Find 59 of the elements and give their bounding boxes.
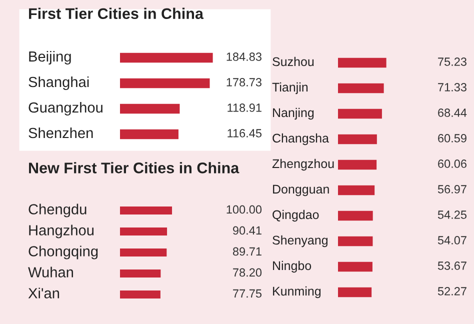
data-label: 71.33 (438, 83, 466, 92)
y-tick-label: Tianjin (272, 82, 308, 94)
y-tick-label: Suzhou (272, 56, 314, 66)
data-label: 60.59 (438, 134, 466, 142)
data-label: 60.06 (438, 160, 466, 168)
y-tick-label: Zhengzhou (272, 158, 334, 171)
data-label: 90.41 (233, 226, 262, 235)
y-tick-label: Changsha (272, 133, 329, 146)
bar (338, 210, 373, 221)
bar (120, 52, 213, 63)
bar (338, 58, 386, 68)
data-label: 100.00 (226, 205, 262, 214)
y-tick-label: Dongguan (273, 184, 329, 196)
y-tick-label: Chengdu (28, 204, 86, 218)
bar (120, 104, 180, 114)
bar (338, 160, 377, 170)
data-label: 118.91 (228, 104, 262, 112)
bar (120, 78, 210, 88)
data-label: 89.71 (232, 247, 262, 256)
data-label: 77.75 (233, 289, 262, 298)
bar (120, 248, 167, 256)
bar (120, 290, 160, 298)
data-label: 54.07 (438, 236, 466, 244)
data-label: 116.45 (228, 129, 262, 138)
bar (120, 129, 178, 140)
bar (338, 185, 375, 196)
y-tick-label: Beijing (29, 50, 71, 65)
y-tick-label: Shenyang (272, 235, 328, 248)
y-tick-label: Shanghai (28, 76, 89, 90)
y-tick-label: Wuhan (28, 266, 74, 278)
y-tick-label: Chongqing (28, 246, 98, 260)
y-tick-label: Nanjing (273, 108, 314, 120)
y-tick-label: Qingdao (272, 210, 319, 222)
data-label: 56.97 (438, 185, 466, 194)
data-label: 78.20 (233, 268, 262, 277)
data-label: 178.73 (226, 78, 262, 86)
data-label: 54.25 (438, 210, 467, 219)
bar (338, 108, 382, 119)
data-label: 184.83 (226, 52, 262, 61)
chart-title: New First Tier Cities in China (29, 162, 240, 174)
data-label: 68.44 (438, 108, 467, 117)
bar (338, 83, 384, 94)
bar (120, 228, 168, 236)
y-tick-label: Kunming (273, 286, 321, 298)
bar (120, 270, 161, 278)
chart-title: First Tier Cities in China (29, 8, 204, 20)
y-tick-label: Xi'an (28, 288, 60, 298)
y-tick-label: Guangzhou (28, 102, 102, 116)
bar (338, 236, 373, 246)
data-label: 53.67 (438, 262, 466, 270)
bar (338, 134, 377, 144)
data-label: 52.27 (438, 287, 466, 296)
y-tick-label: Ningbo (273, 260, 312, 273)
bar (338, 262, 372, 272)
y-tick-label: Hangzhou (29, 224, 94, 238)
bar (120, 206, 172, 214)
y-tick-label: Shenzhen (28, 127, 93, 138)
data-label: 75.23 (438, 58, 466, 66)
bar (338, 287, 372, 298)
